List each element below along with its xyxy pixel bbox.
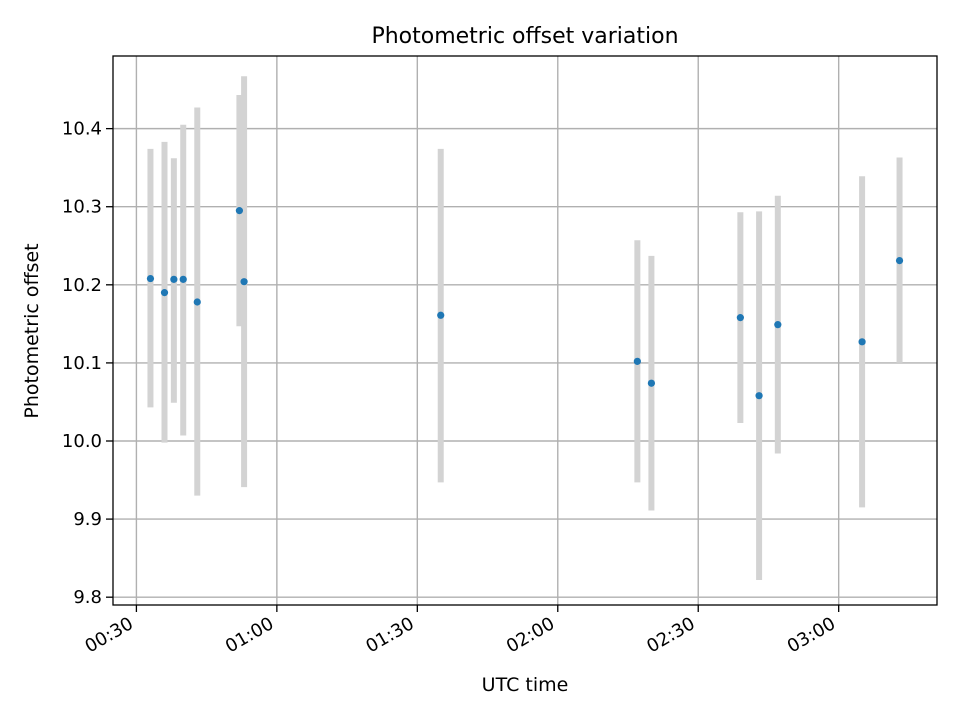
x-tick-label: 02:30 [643, 613, 698, 657]
y-tick-label: 10.4 [62, 119, 102, 140]
data-point [895, 257, 904, 265]
data-point [240, 278, 248, 286]
data-point [774, 321, 782, 329]
data-point [193, 298, 201, 306]
data-point [235, 207, 244, 215]
y-tick-label: 9.9 [73, 509, 102, 530]
y-tick-label: 9.8 [73, 587, 102, 608]
data-point [633, 357, 641, 365]
x-tick-label: 01:30 [362, 613, 417, 657]
x-axis-ticks: 00:30 01:00 01:30 02:00 02:30 03:00 [81, 605, 840, 657]
x-tick-label: 00:30 [81, 613, 136, 657]
x-tick-label: 03:00 [784, 613, 839, 657]
data-point [160, 289, 169, 297]
data-point [170, 275, 178, 283]
chart-title: Photometric offset variation [371, 24, 678, 49]
data-point [736, 314, 744, 322]
data-point [146, 274, 155, 283]
y-axis-ticks: 9.8 9.9 10.0 10.1 10.2 10.3 10.4 [62, 119, 113, 608]
plot-frame [112, 55, 938, 606]
data-point [858, 338, 866, 346]
x-tick-label: 02:00 [503, 613, 558, 657]
x-axis-label: UTC time [482, 674, 569, 696]
data-point [437, 311, 445, 319]
y-tick-label: 10.0 [62, 431, 102, 452]
error-bars [147, 76, 903, 581]
y-tick-label: 10.1 [62, 353, 102, 374]
data-point [755, 392, 763, 400]
grid-lines [113, 56, 937, 605]
y-axis-label: Photometric offset [21, 243, 43, 418]
data-points [146, 207, 904, 400]
y-tick-label: 10.2 [62, 275, 102, 296]
data-point [647, 379, 656, 387]
data-point [179, 275, 187, 283]
x-tick-label: 01:00 [222, 613, 277, 657]
y-tick-label: 10.3 [62, 197, 102, 218]
